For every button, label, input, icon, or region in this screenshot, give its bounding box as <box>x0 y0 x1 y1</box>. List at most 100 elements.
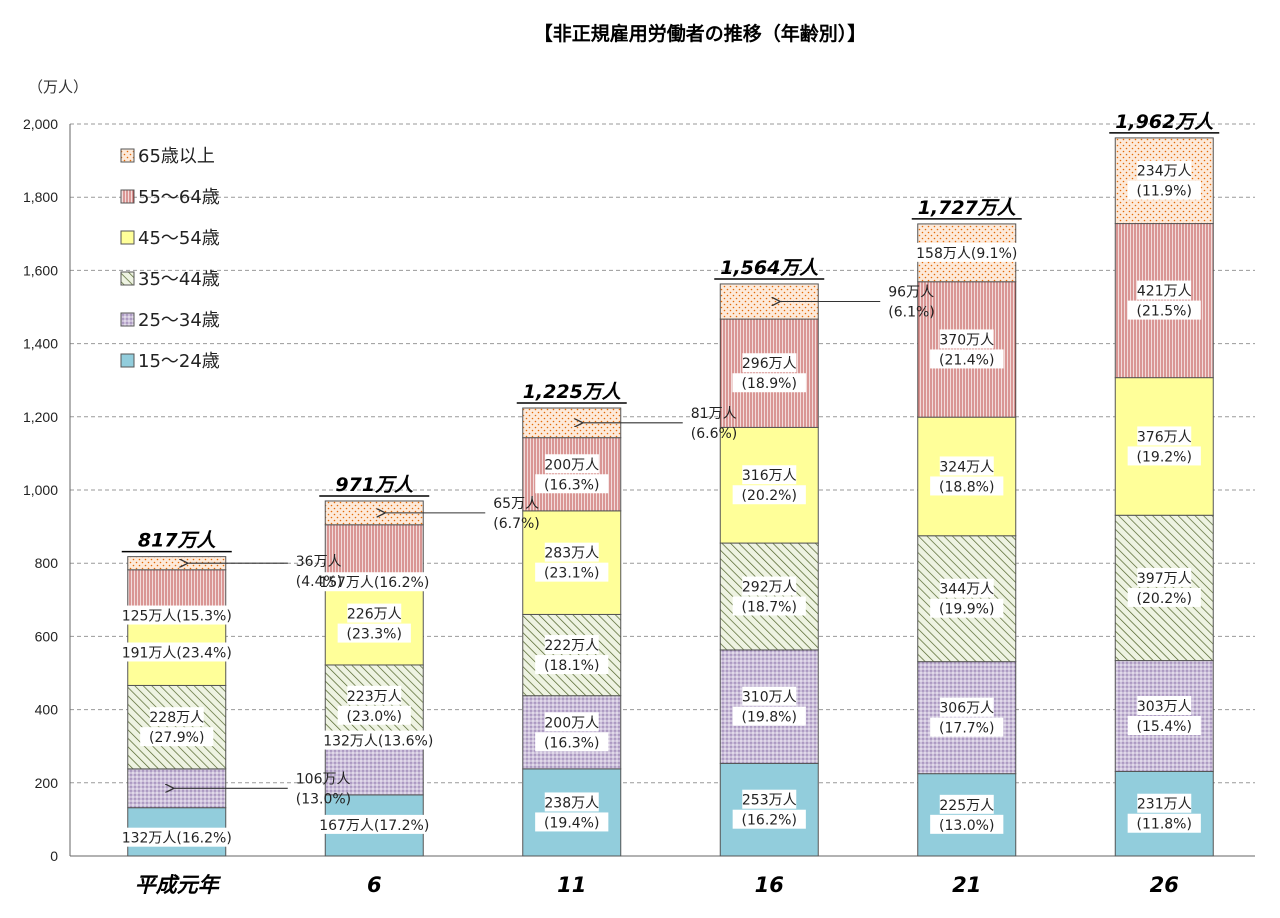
data-label: 316万人 <box>742 468 797 484</box>
data-label-bg <box>910 242 1023 262</box>
data-label: 106万人 <box>296 771 351 787</box>
data-label: 132万人(13.6%) <box>323 734 433 750</box>
y-tick-label: 800 <box>35 555 59 571</box>
data-label-bg <box>930 717 1004 737</box>
data-label: (6.7%) <box>493 516 540 532</box>
legend-label: 15〜24歳 <box>138 351 220 372</box>
data-label: (19.4%) <box>544 815 599 831</box>
data-label: (6.1%) <box>888 305 935 321</box>
data-label: 96万人 <box>888 285 934 301</box>
legend-label: 45〜54歳 <box>138 228 220 249</box>
data-label: (15.4%) <box>1137 719 1192 735</box>
data-label: 292万人 <box>742 580 797 596</box>
data-label: 303万人 <box>1137 699 1192 715</box>
data-label-bg <box>544 542 599 562</box>
data-label-bg <box>742 789 797 809</box>
data-label: 222万人 <box>544 638 599 654</box>
data-label: (23.3%) <box>347 627 402 643</box>
legend-label: 55〜64歳 <box>138 187 220 208</box>
data-label-bg <box>1127 716 1201 736</box>
data-label-bg <box>313 572 435 592</box>
data-label: (16.3%) <box>544 735 599 751</box>
data-label: 125万人(15.3%) <box>122 609 232 625</box>
data-label-bg <box>116 827 238 847</box>
data-label-bg <box>544 792 599 812</box>
data-label: 226万人 <box>347 607 402 623</box>
legend-label: 65歳以上 <box>138 146 215 167</box>
data-label-bg <box>732 809 806 829</box>
data-label: (18.9%) <box>742 376 797 392</box>
y-tick-label: 400 <box>35 702 59 718</box>
data-label: (18.7%) <box>742 600 797 616</box>
data-label-bg <box>732 706 806 726</box>
grid-layer: 0 200 400 600 800 1,000 1,200 1,400 1,600 1,800 2,… <box>23 116 1255 864</box>
data-label-bg <box>939 329 994 349</box>
data-label-bg <box>732 485 806 505</box>
data-label: 225万人 <box>939 798 994 814</box>
data-label: (13.0%) <box>939 818 994 834</box>
data-label: (21.4%) <box>939 352 994 368</box>
legend-swatch <box>120 148 135 163</box>
data-label-bg <box>939 578 994 598</box>
data-label: 421万人 <box>1137 284 1192 300</box>
data-label: 65万人 <box>493 496 539 512</box>
data-label: 228万人 <box>149 710 204 726</box>
data-label: (16.2%) <box>742 813 797 829</box>
data-label-bg <box>337 623 411 643</box>
y-tick-label: 1,200 <box>23 409 58 425</box>
data-label: (19.2%) <box>1137 449 1192 465</box>
data-label-bg <box>535 562 609 582</box>
legend-label: 35〜44歳 <box>138 269 220 290</box>
data-label: 167万人(17.2%) <box>319 818 429 834</box>
bar-total-label: 1,564万人 <box>720 257 819 279</box>
y-tick-label: 2,000 <box>23 116 58 132</box>
data-label: 344万人 <box>939 582 994 598</box>
y-tick-label: 1,800 <box>23 189 58 205</box>
data-label: 238万人 <box>544 795 599 811</box>
data-label-bg <box>544 712 599 732</box>
data-label: (11.8%) <box>1137 817 1192 833</box>
legend-label: 25〜34歳 <box>138 310 220 331</box>
data-label-bg <box>140 727 214 747</box>
data-label: 81万人 <box>691 406 737 422</box>
data-label-bg <box>116 642 238 662</box>
data-label: 376万人 <box>1137 429 1192 445</box>
legend-swatch <box>120 312 135 327</box>
data-label-bg <box>347 603 402 623</box>
data-label: (21.5%) <box>1137 304 1192 320</box>
bar-segment <box>324 746 424 796</box>
data-label-bg <box>1127 300 1201 320</box>
bars-layer <box>127 137 1214 857</box>
data-label-bg <box>1137 696 1192 716</box>
x-tick-label: 11 <box>557 873 586 897</box>
data-label-bg <box>742 353 797 373</box>
data-label: 191万人(23.4%) <box>122 645 232 661</box>
data-label-bg <box>742 686 797 706</box>
data-label-bg <box>939 456 994 476</box>
data-label-bg <box>742 576 797 596</box>
data-label-bg <box>930 476 1004 496</box>
data-label-bg <box>1137 567 1192 587</box>
data-label: (20.2%) <box>1137 591 1192 607</box>
data-label-bg <box>939 697 994 717</box>
data-label-bg <box>535 474 609 494</box>
data-label: (11.9%) <box>1137 184 1192 200</box>
data-label: (23.1%) <box>544 566 599 582</box>
data-label-bg <box>732 373 806 393</box>
data-label-bg <box>544 454 599 474</box>
y-axis-unit-label: （万人） <box>28 78 88 96</box>
bar-segment <box>917 416 1017 537</box>
data-label: (18.1%) <box>544 658 599 674</box>
x-tick-label: 21 <box>952 873 981 897</box>
y-tick-label: 200 <box>35 775 59 791</box>
x-tick-label: 16 <box>755 873 784 897</box>
legend-swatch <box>120 230 135 245</box>
x-tick-label: 平成元年 <box>135 873 222 897</box>
y-tick-label: 0 <box>50 848 58 864</box>
data-label-bg <box>337 705 411 725</box>
data-label: 283万人 <box>544 546 599 562</box>
y-tick-label: 1,400 <box>23 336 58 352</box>
data-label: 296万人 <box>742 356 797 372</box>
x-tick-label: 26 <box>1150 873 1179 897</box>
